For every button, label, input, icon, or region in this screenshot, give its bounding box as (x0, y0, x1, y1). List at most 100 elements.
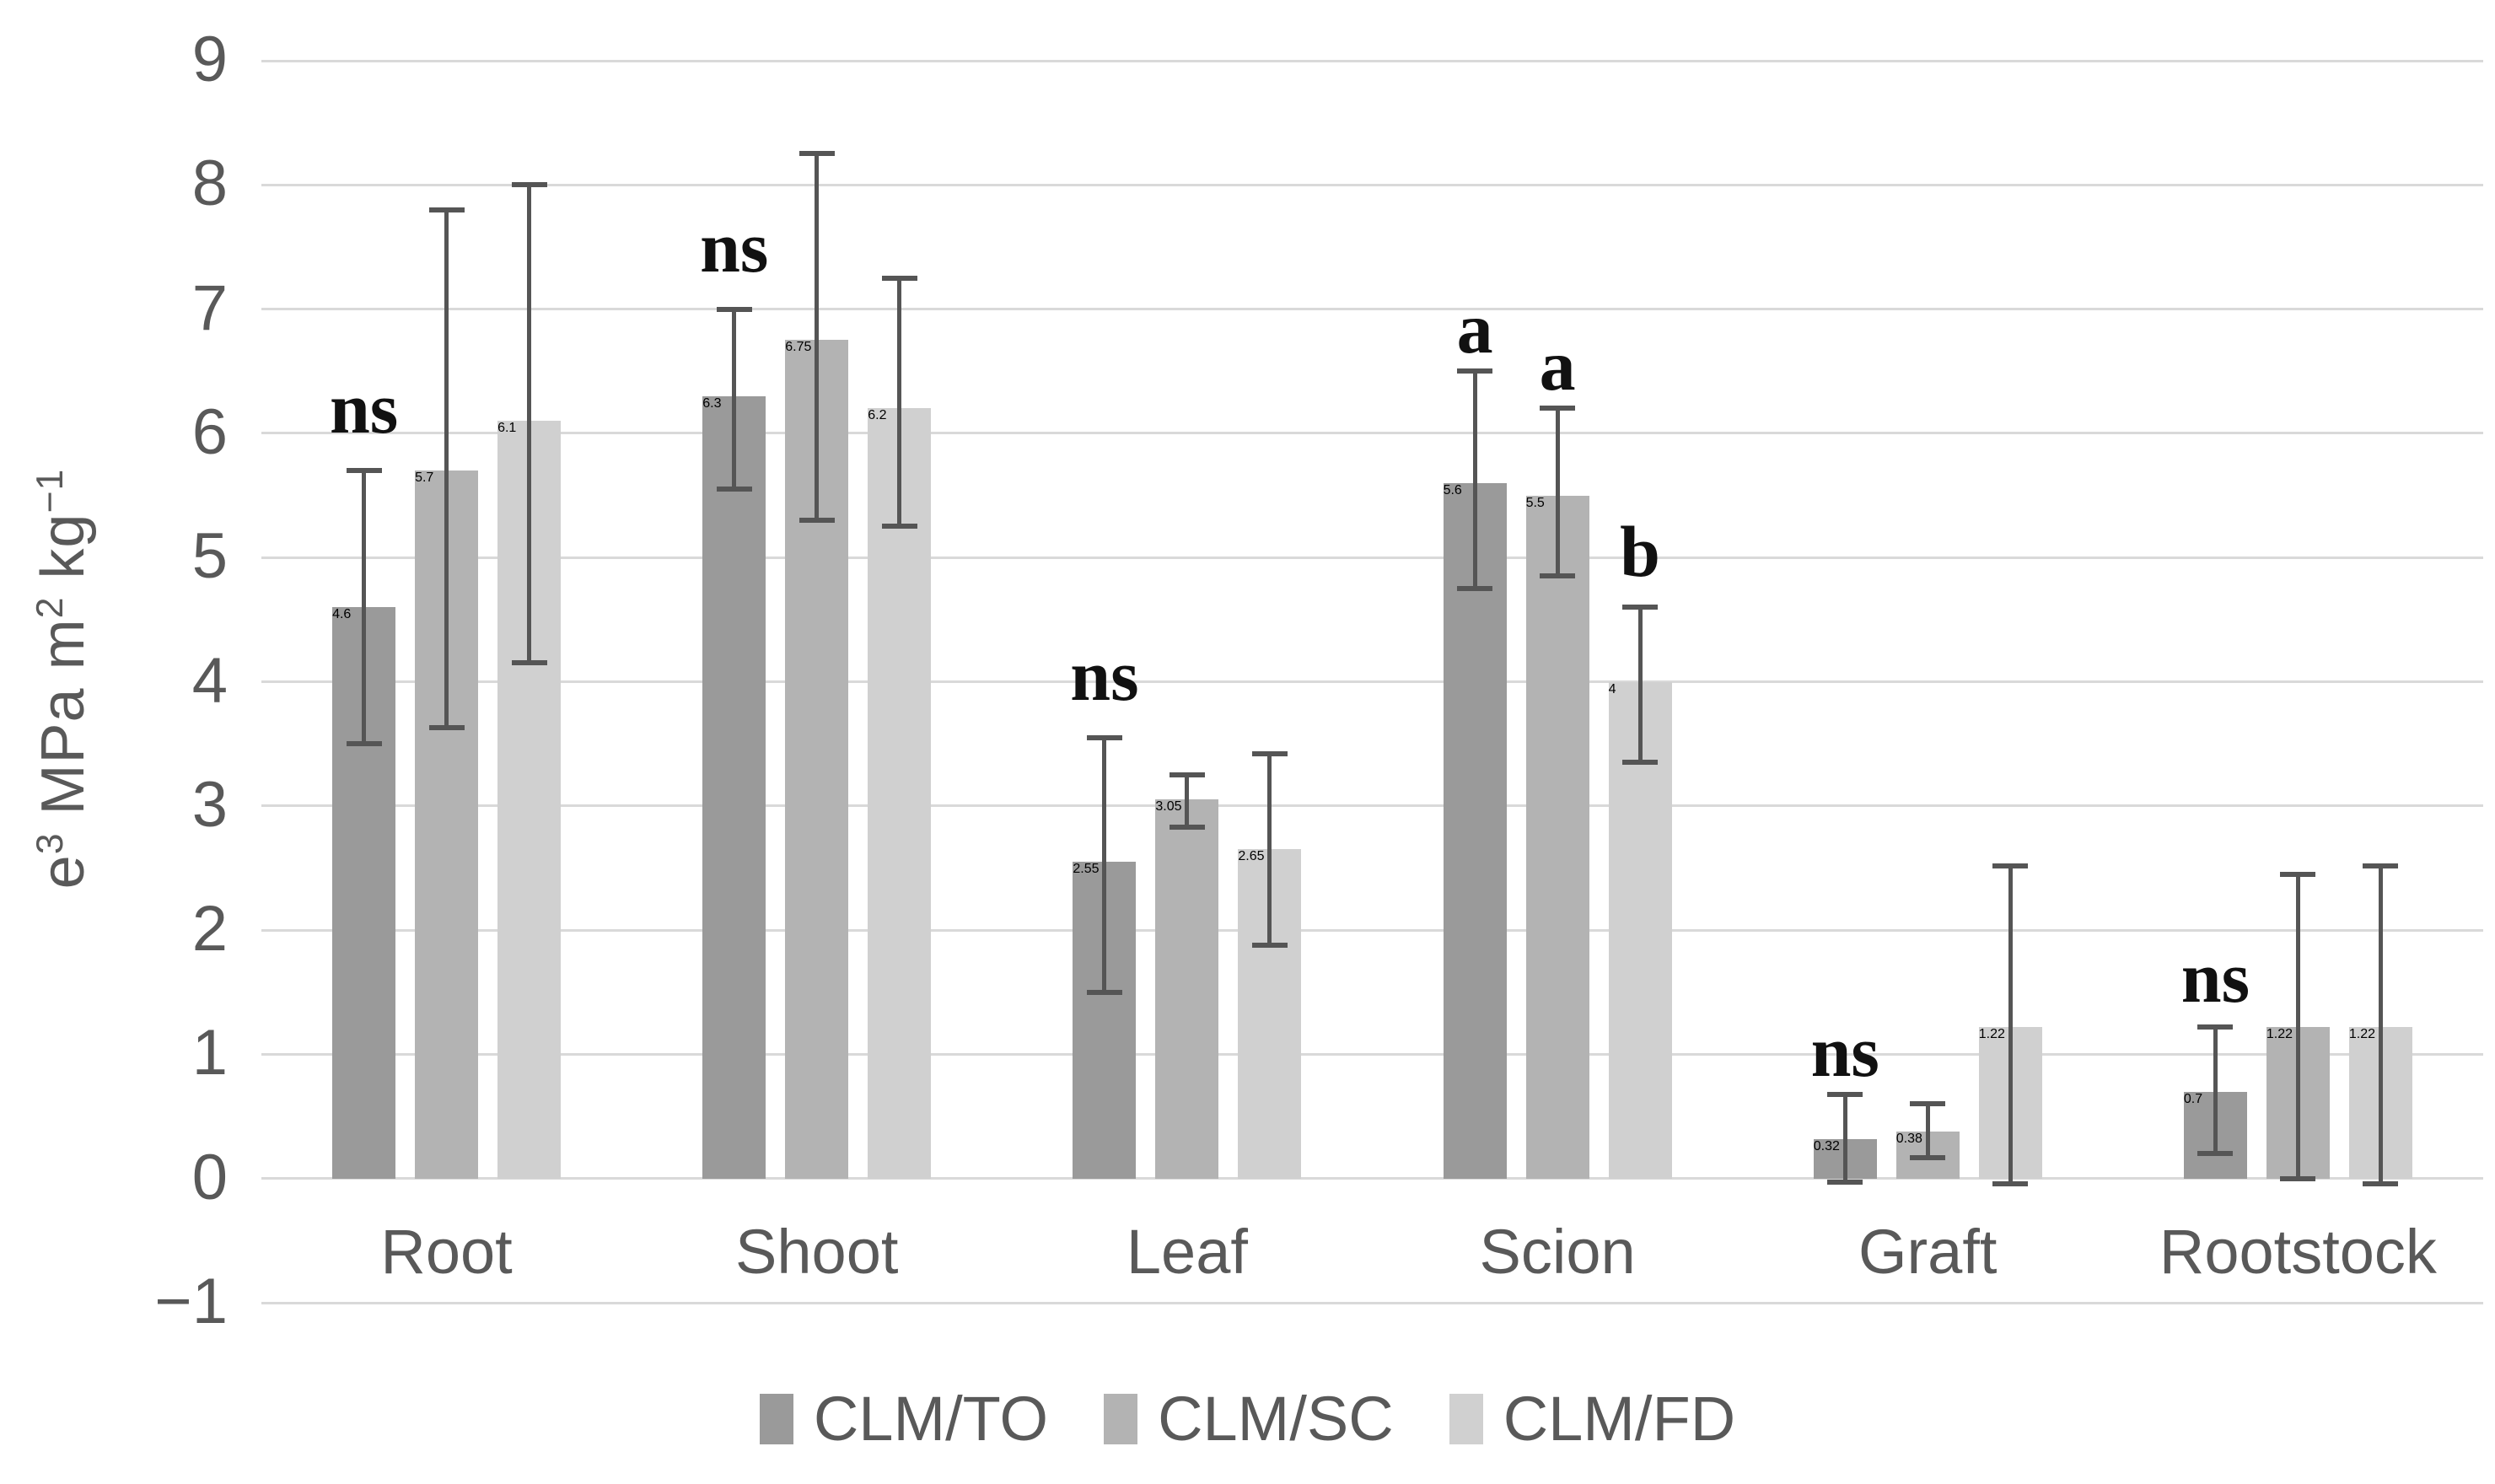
error-bar-cap-bottom (428, 725, 465, 730)
legend: CLM/TO CLM/SC CLM/FD (0, 1383, 2495, 1454)
error-bar-line (2378, 865, 2383, 1184)
error-bar-line (1185, 774, 1190, 827)
legend-label: CLM/FD (1503, 1384, 1736, 1454)
bar-clm-sc-scion: 5.5 (1525, 495, 1589, 1179)
y-axis-title-superscript: 3 (30, 832, 71, 855)
error-bar-line (732, 309, 737, 490)
legend-item-clm-sc: CLM/SC (1104, 1383, 1394, 1454)
x-category-label-graft: Graft (1858, 1216, 1998, 1287)
error-bar-cap-top (1827, 1091, 1863, 1097)
error-bar-line (1637, 607, 1643, 763)
error-bar-cap-bottom (1457, 586, 1493, 592)
gridline-y-0 (261, 1177, 2483, 1180)
error-bar-cap-top (2363, 863, 2399, 868)
y-tick-label-8: 8 (191, 148, 228, 220)
error-bar-cap-top (1457, 368, 1493, 374)
error-bar-cap-top (1622, 605, 1659, 610)
error-bar-cap-bottom (2197, 1151, 2234, 1157)
error-bar-cap-top (1086, 734, 1122, 740)
y-tick-label-9: 9 (191, 23, 228, 95)
gridline-y-9 (261, 59, 2483, 62)
legend-item-clm-fd: CLM/FD (1449, 1383, 1735, 1454)
legend-label: CLM/SC (1158, 1384, 1394, 1454)
error-bar-cap-bottom (2363, 1180, 2399, 1186)
gridline-y-2 (261, 928, 2483, 932)
gridline-y-1 (261, 1052, 2483, 1056)
error-bar-cap-top (2197, 1024, 2234, 1030)
error-bar-cap-top (1540, 406, 1576, 411)
gridline-y-6 (261, 432, 2483, 435)
x-category-label-rootstock: Rootstock (2159, 1216, 2437, 1287)
y-axis-title-segment: e (30, 854, 97, 890)
error-bar-cap-top (1169, 772, 1205, 777)
significance-label-shoot: ns (700, 206, 769, 288)
x-category-label-shoot: Shoot (735, 1216, 899, 1287)
error-bar-cap-bottom (881, 524, 917, 530)
plot-area: 4.6 6.3 2.55 5.6 0.32 0.7 5.7 6.75 3.05 5.5 0.38 1.… (261, 59, 2483, 1304)
error-bar-cap-top (1992, 863, 2029, 868)
bar-clm-fd-shoot: 6.2 (868, 408, 932, 1179)
error-bar-line (444, 209, 449, 728)
error-bar-line (1842, 1094, 1847, 1183)
y-tick-label-4: 4 (191, 644, 228, 717)
error-bar-line (1472, 371, 1477, 589)
error-bar-line (2008, 865, 2013, 1184)
y-axis-title-superscript: 2 (30, 596, 71, 619)
error-bar-cap-bottom (1622, 760, 1659, 766)
legend-swatch-clm-to (759, 1393, 793, 1444)
y-axis-title: e3 MPa m2 kg−1 (29, 469, 98, 890)
gridline-y--1 (261, 1301, 2483, 1304)
y-axis-title-segment: MPa m (30, 618, 97, 833)
error-bar-cap-bottom (1251, 942, 1288, 948)
error-bar-line (897, 277, 902, 527)
gridline-y-7 (261, 308, 2483, 311)
error-bar-cap-top (511, 182, 547, 188)
error-bar-line (362, 470, 367, 745)
error-bar-line (2295, 874, 2300, 1179)
bar-clm-to-scion: 5.6 (1443, 482, 1507, 1179)
error-bar-line (815, 153, 820, 520)
x-category-label-root: Root (380, 1216, 513, 1287)
error-bar-cap-bottom (1992, 1180, 2029, 1186)
significance-label-leaf: ns (1070, 635, 1139, 717)
legend-swatch-clm-sc (1104, 1393, 1138, 1444)
significance-label-scion: a (1456, 287, 1493, 368)
significance-label-scion: a (1539, 324, 1576, 406)
error-bar-line (1555, 408, 1560, 577)
bar-clm-sc-leaf: 3.05 (1155, 799, 1219, 1179)
error-bar-cap-top (716, 306, 752, 312)
significance-label-rootstock: ns (2180, 937, 2250, 1019)
significance-label-scion: b (1620, 510, 1660, 592)
significance-label-graft: ns (1810, 1011, 1879, 1093)
error-bar-line (2213, 1026, 2218, 1154)
y-tick-label-5: 5 (191, 519, 228, 592)
y-tick-label--1: −1 (154, 1265, 228, 1337)
error-bar-cap-bottom (1169, 824, 1205, 830)
error-bar-cap-top (428, 207, 465, 212)
error-bar-cap-top (881, 275, 917, 281)
y-tick-label-0: 0 (191, 1141, 228, 1213)
error-bar-cap-bottom (1827, 1180, 1863, 1186)
y-tick-label-6: 6 (191, 395, 228, 468)
y-axis-title-superscript: −1 (30, 468, 71, 513)
error-bar-line (1102, 737, 1107, 992)
error-bar-cap-bottom (346, 741, 382, 747)
y-tick-label-7: 7 (191, 272, 228, 344)
error-bar-cap-top (2280, 871, 2316, 877)
y-tick-label-2: 2 (191, 892, 228, 965)
error-bar-cap-bottom (716, 487, 752, 492)
error-bar-cap-top (1251, 750, 1288, 756)
bar-clm-to-shoot: 6.3 (702, 395, 766, 1179)
error-bar-cap-bottom (2280, 1175, 2316, 1181)
x-category-label-scion: Scion (1479, 1216, 1636, 1287)
y-tick-label-3: 3 (191, 768, 228, 841)
gridline-y-5 (261, 556, 2483, 559)
error-bar-line (527, 185, 532, 664)
error-bar-cap-top (1910, 1101, 1946, 1107)
legend-swatch-clm-fd (1449, 1393, 1483, 1444)
error-bar-line (1267, 753, 1272, 945)
x-category-label-leaf: Leaf (1126, 1216, 1248, 1287)
error-bar-cap-top (799, 151, 835, 157)
error-bar-cap-bottom (799, 518, 835, 523)
